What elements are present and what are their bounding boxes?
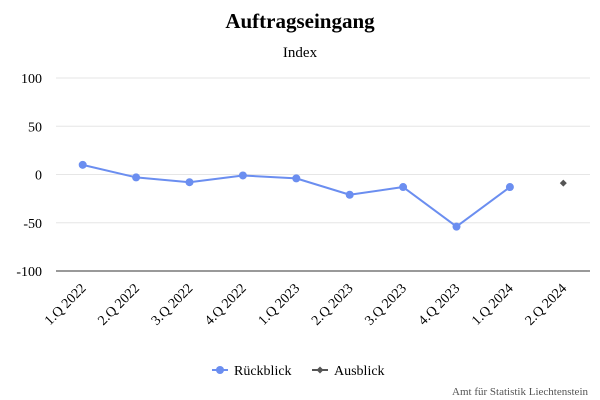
x-tick-label: 2.Q 2024 [523, 281, 570, 328]
x-tick-label: 2.Q 2023 [309, 281, 356, 328]
data-point[interactable] [78, 160, 87, 169]
y-tick-label: 100 [21, 72, 42, 87]
x-tick-label: 1.Q 2023 [256, 281, 303, 328]
legend-label: Ausblick [334, 364, 385, 379]
legend-item[interactable]: Ausblick [312, 364, 385, 379]
x-tick-label: 1.Q 2022 [42, 281, 89, 328]
gridlines [56, 77, 590, 272]
y-tick-label: 0 [35, 169, 42, 184]
legend-marker [216, 366, 224, 374]
x-tick-label: 4.Q 2023 [416, 281, 463, 328]
data-point[interactable] [238, 171, 247, 180]
chart-title: Auftragseingang [225, 9, 375, 33]
legend-item[interactable]: Rückblick [212, 364, 292, 379]
data-point[interactable] [399, 183, 408, 192]
legend-label: Rückblick [234, 364, 292, 379]
x-tick-label: 1.Q 2024 [469, 281, 516, 328]
data-point[interactable] [345, 190, 354, 199]
x-tick-label: 2.Q 2022 [95, 281, 142, 328]
y-tick-label: -50 [23, 217, 42, 232]
legend: Rückblick Ausblick [212, 364, 385, 379]
x-tick-label: 3.Q 2023 [362, 281, 409, 328]
legend-marker [316, 366, 324, 374]
y-tick-label: -100 [16, 265, 42, 280]
credit-text: Amt für Statistik Liechtenstein [452, 386, 588, 398]
data-point[interactable] [185, 178, 194, 187]
y-axis-ticks: 100 50 0 -50 -100 [16, 72, 42, 280]
data-point[interactable] [559, 179, 567, 187]
x-tick-label: 4.Q 2022 [202, 281, 249, 328]
data-point[interactable] [505, 183, 514, 192]
data-point[interactable] [132, 173, 141, 182]
y-tick-label: 50 [28, 120, 42, 135]
data-point[interactable] [452, 222, 461, 231]
x-axis-ticks: 1.Q 2022 2.Q 2022 3.Q 2022 4.Q 2022 1.Q 2023… [42, 281, 570, 328]
series-group [78, 160, 567, 231]
data-point[interactable] [292, 174, 301, 183]
x-tick-label: 3.Q 2022 [149, 281, 196, 328]
chart-subtitle: Index [283, 45, 318, 61]
